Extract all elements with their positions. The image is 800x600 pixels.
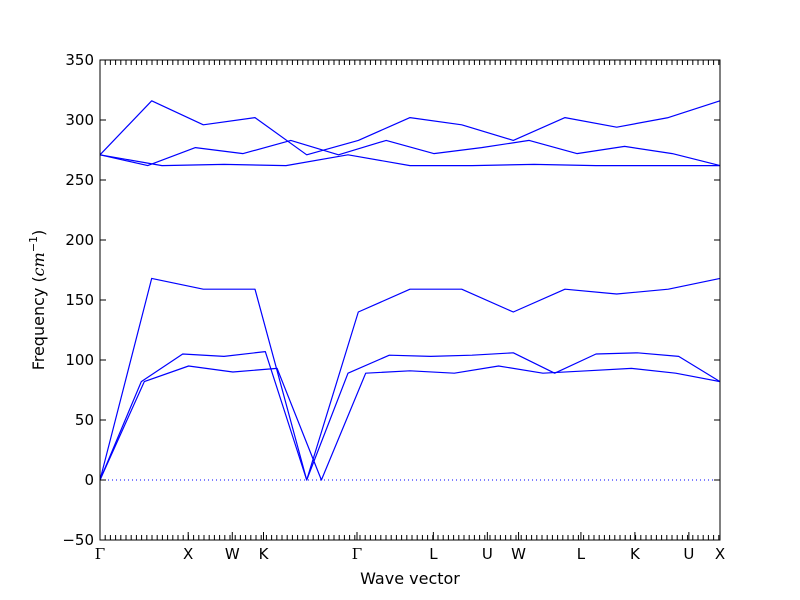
x-tick-label: X	[183, 545, 193, 563]
x-tick-label: K	[630, 545, 641, 563]
x-tick-label: L	[577, 545, 586, 563]
y-tick-label: 50	[75, 411, 94, 429]
plot-lines	[99, 100, 721, 481]
y-tick-label: 350	[65, 51, 94, 69]
band-line-3	[99, 277, 721, 481]
band-line-1	[99, 365, 721, 481]
y-ticks: −50 0 50 100 150 200 250 300 350	[62, 51, 720, 549]
x-tick-label: Γ	[352, 545, 362, 563]
y-tick-label: 100	[65, 351, 94, 369]
x-tick-label: U	[482, 545, 493, 563]
y-tick-label: 150	[65, 291, 94, 309]
plot-frame	[99, 59, 721, 541]
x-axis-label: Wave vector	[360, 569, 460, 588]
y-tick-label: 250	[65, 171, 94, 189]
x-tick-label: U	[683, 545, 694, 563]
x-tick-label: W	[511, 545, 526, 563]
y-tick-label: 200	[65, 231, 94, 249]
y-axis-label: Frequency (cm−1)	[27, 230, 48, 371]
band-line-2	[99, 351, 721, 481]
x-tick-label: K	[259, 545, 270, 563]
x-tick-label: Γ	[95, 545, 105, 563]
band-line-4	[99, 154, 720, 167]
x-tick-label: L	[429, 545, 438, 563]
y-tick-label: 0	[84, 471, 94, 489]
y-tick-label: −50	[62, 531, 94, 549]
x-tick-label: W	[225, 545, 240, 563]
x-tick-label: X	[715, 545, 725, 563]
band-line-6	[99, 100, 721, 156]
y-tick-label: 300	[65, 111, 94, 129]
band-line-5	[99, 139, 721, 167]
